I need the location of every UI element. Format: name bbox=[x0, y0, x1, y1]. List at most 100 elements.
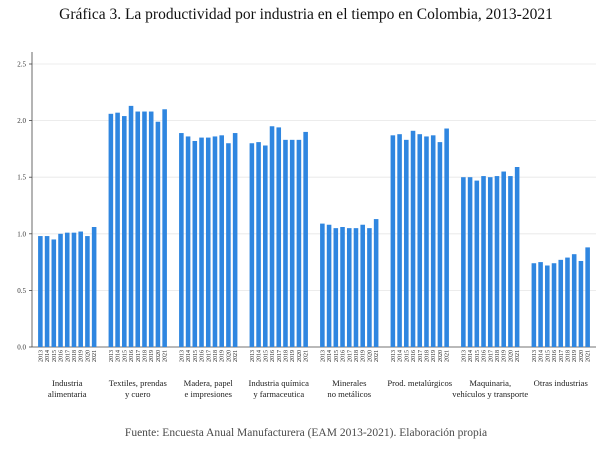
bar bbox=[367, 228, 372, 347]
category-label: no metálicos bbox=[327, 389, 371, 399]
bar bbox=[410, 130, 416, 347]
category-label: y farmaceutica bbox=[253, 389, 304, 399]
bar bbox=[494, 176, 500, 347]
bar bbox=[514, 167, 520, 347]
x-tick-label: 2019 bbox=[431, 350, 437, 362]
source-note: Fuente: Encuesta Anual Manufacturera (EA… bbox=[124, 427, 488, 439]
bar bbox=[551, 263, 557, 347]
bar bbox=[565, 257, 570, 347]
category-label: Prod. metalúrgicos bbox=[387, 378, 452, 388]
x-tick-label: 2020 bbox=[156, 350, 162, 362]
x-tick-label: 2016 bbox=[552, 350, 558, 362]
x-tick-label: 2014 bbox=[398, 350, 404, 362]
bar bbox=[404, 139, 409, 347]
bar bbox=[192, 140, 198, 347]
x-tick-label: 2013 bbox=[461, 350, 467, 362]
bar bbox=[212, 136, 218, 347]
x-tick-label: 2015 bbox=[545, 350, 551, 362]
x-tick-label: 2017 bbox=[418, 350, 424, 362]
bar bbox=[58, 233, 63, 347]
x-tick-label: 2018 bbox=[495, 350, 501, 362]
x-tick-label: 2020 bbox=[297, 350, 303, 362]
y-tick-label: 1.5 bbox=[17, 174, 26, 182]
x-tick-label: 2018 bbox=[213, 350, 219, 362]
x-tick-label: 2015 bbox=[475, 350, 481, 362]
x-tick-label: 2017 bbox=[136, 350, 142, 362]
category-label: Minerales bbox=[332, 378, 367, 388]
bar bbox=[461, 177, 466, 347]
x-tick-label: 2014 bbox=[327, 350, 333, 362]
x-tick-label: 2017 bbox=[277, 350, 283, 362]
category-label: Madera, papel bbox=[184, 378, 234, 388]
x-tick-label: 2019 bbox=[502, 350, 508, 362]
category-label: Industria bbox=[52, 378, 83, 388]
bar bbox=[91, 227, 97, 347]
bar bbox=[51, 239, 57, 347]
x-tick-label: 2016 bbox=[200, 350, 206, 362]
bar bbox=[508, 176, 513, 347]
x-tick-label: 2016 bbox=[341, 350, 347, 362]
bar bbox=[44, 236, 50, 347]
x-tick-label: 2021 bbox=[515, 350, 521, 362]
x-tick-label: 2014 bbox=[45, 350, 51, 362]
x-tick-label: 2013 bbox=[391, 350, 397, 362]
bar bbox=[571, 254, 577, 347]
bar bbox=[444, 128, 449, 347]
x-tick-label: 2019 bbox=[290, 350, 296, 362]
x-tick-label: 2018 bbox=[424, 350, 430, 362]
x-tick-label: 2015 bbox=[52, 350, 58, 362]
y-tick-label: 0.5 bbox=[17, 287, 26, 295]
bar bbox=[353, 228, 359, 347]
x-tick-label: 2019 bbox=[361, 350, 367, 362]
y-tick-label: 0.0 bbox=[17, 344, 26, 352]
x-tick-label: 2017 bbox=[206, 350, 212, 362]
category-label: Otras industrias bbox=[534, 378, 589, 388]
bar bbox=[397, 134, 402, 347]
y-tick-label: 1.0 bbox=[17, 230, 26, 238]
bar bbox=[71, 232, 77, 347]
bar bbox=[531, 263, 537, 347]
x-tick-label: 2019 bbox=[149, 350, 155, 362]
bar bbox=[115, 112, 120, 348]
x-tick-label: 2016 bbox=[482, 350, 488, 362]
bar bbox=[430, 135, 436, 347]
bar bbox=[474, 180, 480, 347]
bar bbox=[219, 135, 224, 347]
bar bbox=[148, 111, 154, 347]
bar bbox=[199, 137, 204, 347]
bar bbox=[128, 105, 134, 347]
x-tick-label: 2014 bbox=[257, 350, 263, 362]
bar bbox=[437, 142, 443, 347]
x-tick-label: 2021 bbox=[163, 350, 169, 362]
bar bbox=[249, 143, 255, 347]
bar bbox=[501, 171, 506, 347]
x-tick-label: 2015 bbox=[334, 350, 340, 362]
bar bbox=[326, 224, 332, 347]
bar bbox=[417, 134, 423, 347]
x-tick-label: 2015 bbox=[263, 350, 269, 362]
bar bbox=[373, 219, 379, 347]
x-tick-label: 2016 bbox=[270, 350, 276, 362]
category-label: Industria química bbox=[249, 378, 310, 388]
bar bbox=[64, 232, 70, 347]
x-tick-label: 2015 bbox=[193, 350, 199, 362]
bar bbox=[142, 111, 147, 347]
bar bbox=[226, 143, 231, 347]
x-tick-label: 2020 bbox=[579, 350, 585, 362]
x-tick-label: 2014 bbox=[186, 350, 192, 362]
x-tick-label: 2018 bbox=[354, 350, 360, 362]
x-tick-label: 2013 bbox=[38, 350, 44, 362]
x-tick-label: 2019 bbox=[572, 350, 578, 362]
x-tick-label: 2020 bbox=[508, 350, 514, 362]
bar bbox=[289, 139, 295, 347]
category-label: Textiles, prendas bbox=[109, 378, 168, 388]
x-tick-label: 2019 bbox=[220, 350, 226, 362]
x-tick-label: 2013 bbox=[532, 350, 538, 362]
x-tick-label: 2016 bbox=[129, 350, 135, 362]
bar bbox=[333, 228, 339, 347]
x-tick-label: 2016 bbox=[411, 350, 417, 362]
category-label: Maquinaria, bbox=[469, 378, 511, 388]
bar bbox=[162, 109, 167, 347]
x-tick-label: 2013 bbox=[179, 350, 185, 362]
chart-title: Gráfica 3. La productividad por industri… bbox=[59, 6, 553, 23]
